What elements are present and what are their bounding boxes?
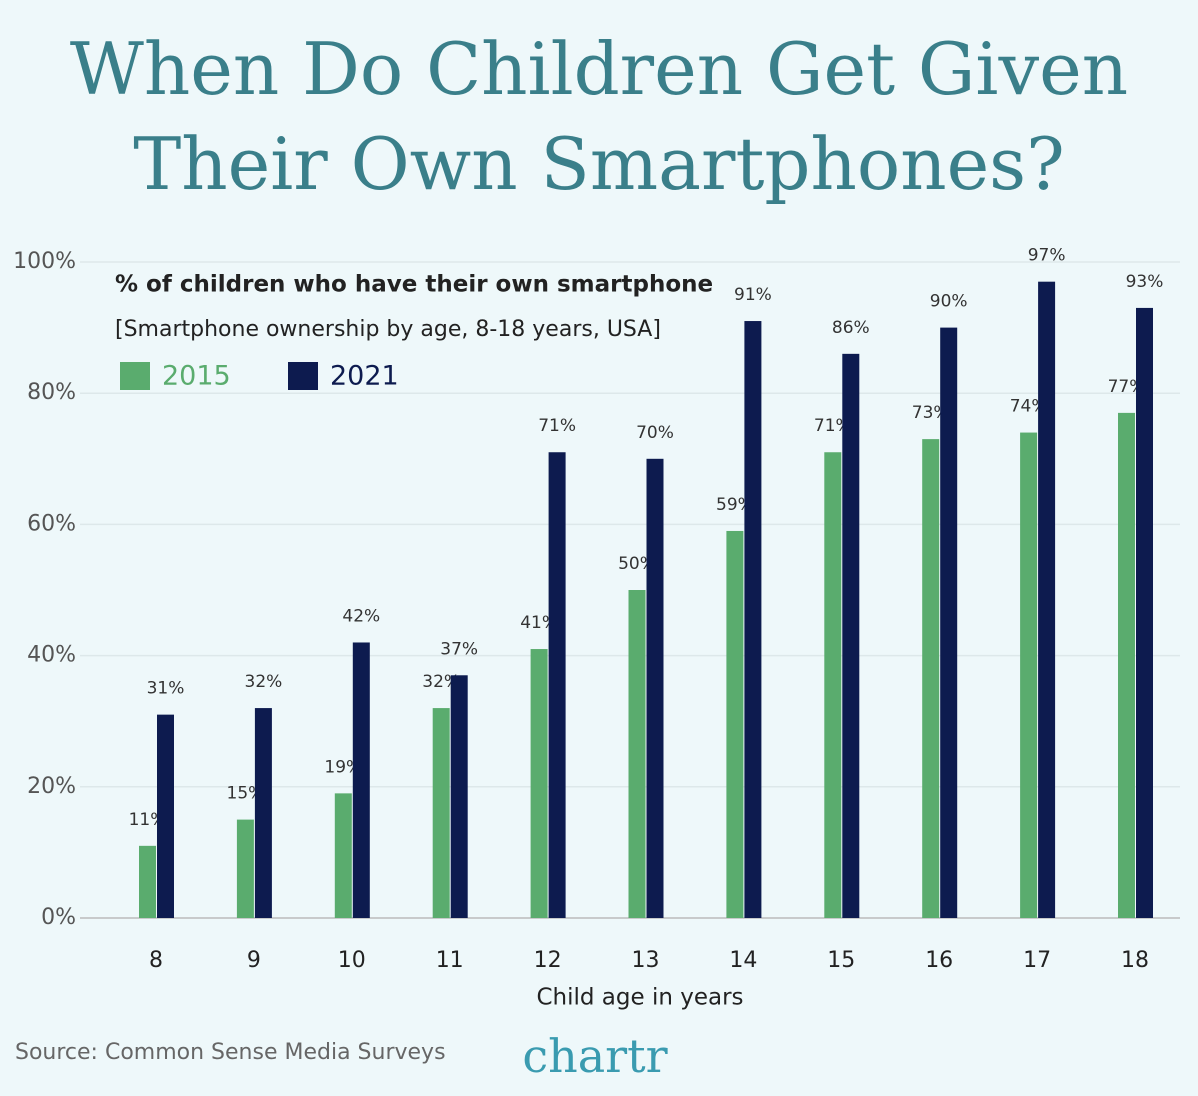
- data-label: 41%: [520, 613, 558, 633]
- data-label: 86%: [832, 318, 870, 338]
- data-label: 42%: [342, 606, 380, 626]
- data-label: 50%: [618, 554, 656, 574]
- legend-label: 2015: [162, 361, 231, 392]
- bar: [334, 793, 352, 918]
- bar: [1118, 412, 1135, 918]
- x-tick-label: 9: [247, 948, 261, 973]
- bar: [646, 458, 664, 918]
- data-label: 70%: [636, 423, 674, 443]
- source: Source: Common Sense Media Surveys: [15, 1040, 446, 1065]
- x-tick-label: 18: [1121, 948, 1149, 973]
- data-label: 74%: [1010, 397, 1048, 417]
- bar: [1136, 307, 1153, 918]
- data-label: 19%: [324, 757, 362, 777]
- y-tick-label: 20%: [27, 774, 76, 799]
- bar: [530, 649, 548, 918]
- bar: [1020, 432, 1038, 918]
- data-label: 90%: [930, 292, 968, 312]
- y-tick-label: 100%: [13, 249, 76, 274]
- y-tick-label: 40%: [27, 643, 76, 668]
- bar: [139, 845, 156, 918]
- data-label: 71%: [538, 416, 576, 436]
- data-label: 59%: [716, 495, 754, 515]
- x-tick-label: 17: [1023, 948, 1051, 973]
- data-label: 91%: [734, 285, 772, 305]
- bar: [254, 708, 272, 918]
- bar: [352, 642, 370, 918]
- data-label: 73%: [912, 403, 950, 423]
- bar: [842, 353, 860, 919]
- subtitle: % of children who have their own smartph…: [115, 272, 713, 298]
- bar: [432, 708, 450, 918]
- legend-swatch: [288, 362, 318, 390]
- bar: [726, 530, 744, 918]
- y-tick-label: 80%: [27, 380, 76, 405]
- data-label: 77%: [1108, 377, 1146, 397]
- bar: [157, 714, 174, 918]
- bar: [628, 590, 646, 918]
- logo: chartr: [522, 1029, 667, 1083]
- bar: [236, 819, 254, 918]
- x-axis-label: Child age in years: [536, 985, 743, 1011]
- data-label: 32%: [422, 672, 460, 692]
- x-tick-label: 10: [338, 948, 366, 973]
- x-tick-label: 14: [729, 948, 757, 973]
- data-label: 93%: [1126, 272, 1164, 292]
- data-label: 11%: [129, 810, 167, 830]
- x-tick-label: 8: [149, 948, 163, 973]
- bar: [1038, 281, 1056, 918]
- chart-title: When Do Children Get Given Their Own Sma…: [69, 27, 1129, 206]
- data-label: 15%: [227, 784, 265, 804]
- bar: [548, 452, 566, 918]
- data-label: 37%: [440, 639, 478, 659]
- bar: [922, 439, 940, 918]
- data-label: 71%: [814, 416, 852, 436]
- bar: [940, 327, 958, 919]
- y-tick-label: 0%: [41, 905, 76, 930]
- bar: [824, 452, 842, 918]
- x-tick-label: 13: [632, 948, 660, 973]
- legend-label: 2021: [330, 361, 399, 392]
- x-tick-label: 16: [925, 948, 953, 973]
- bar: [744, 321, 762, 918]
- x-tick-label: 12: [534, 948, 562, 973]
- data-label: 32%: [245, 672, 283, 692]
- data-label: 31%: [147, 679, 185, 699]
- x-tick-label: 15: [827, 948, 855, 973]
- x-tick-label: 11: [436, 948, 464, 973]
- data-label: 97%: [1028, 246, 1066, 266]
- bar: [450, 675, 468, 918]
- legend-swatch: [120, 362, 150, 390]
- note: [Smartphone ownership by age, 8-18 years…: [115, 317, 661, 342]
- y-tick-label: 60%: [27, 511, 76, 536]
